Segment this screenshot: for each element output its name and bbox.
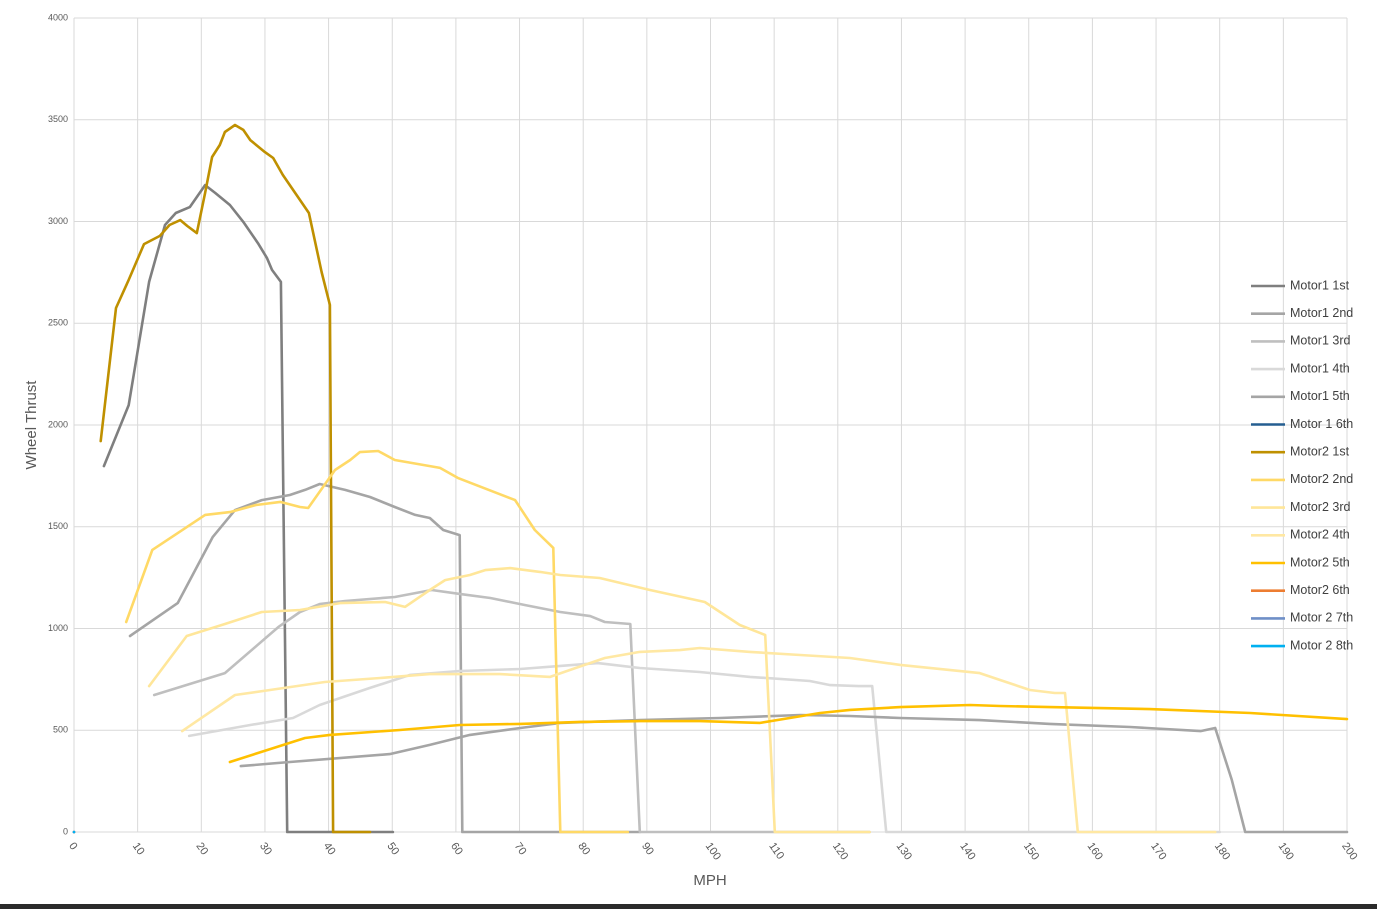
series-line — [239, 713, 1349, 834]
x-tick-label: 40 — [321, 841, 338, 858]
series-line — [128, 482, 642, 834]
y-axis-title: Wheel Thrust — [23, 380, 40, 470]
legend-label: Motor2 1st — [1290, 444, 1350, 458]
legend-label: Motor2 5th — [1290, 555, 1350, 569]
legend-label: Motor2 2nd — [1290, 472, 1353, 486]
legend-label: Motor2 6th — [1290, 583, 1350, 597]
y-tick-label: 500 — [53, 725, 68, 735]
x-tick-label: 80 — [575, 841, 592, 858]
legend-label: Motor 2 7th — [1290, 611, 1353, 625]
bottom-bar — [0, 904, 1377, 909]
labels: 0 500 1000 1500 2000 2500 3000 3500 4000 0 10 20 30 4… — [48, 12, 1360, 862]
x-tick-label: 50 — [384, 841, 401, 858]
y-tick-label: 1500 — [48, 521, 68, 531]
x-tick-label: 140 — [957, 841, 977, 863]
legend-label: Motor2 4th — [1290, 528, 1350, 542]
x-tick-label: 120 — [830, 841, 850, 863]
y-tick-label: 0 — [63, 826, 68, 836]
series-line — [124, 449, 630, 834]
grid — [73, 17, 1348, 833]
x-axis-title: MPH — [693, 872, 726, 889]
y-tick-label: 4000 — [48, 12, 68, 22]
legend-label: Motor1 2nd — [1290, 306, 1353, 320]
series-line — [147, 566, 871, 834]
y-tick-label: 2500 — [48, 318, 68, 328]
x-tick-label: 100 — [703, 841, 723, 863]
y-tick-label: 2000 — [48, 419, 68, 429]
plot-lines — [72, 123, 1349, 834]
legend-label: Motor2 3rd — [1290, 500, 1350, 514]
series-line — [99, 123, 372, 834]
y-tick-label: 3000 — [48, 216, 68, 226]
x-tick-label: 190 — [1276, 841, 1296, 863]
x-tick-label: 90 — [639, 841, 656, 858]
x-tick-label: 30 — [257, 841, 274, 858]
legend-label: Motor1 1st — [1290, 278, 1350, 292]
y-tick-label: 3500 — [48, 114, 68, 124]
x-tick-label: 160 — [1085, 841, 1105, 863]
legend-label: Motor1 3rd — [1290, 334, 1350, 348]
x-tick-label: 10 — [130, 841, 147, 858]
x-tick-label: 70 — [512, 841, 529, 858]
x-tick-label: 180 — [1212, 841, 1232, 863]
y-tick-label: 1000 — [48, 623, 68, 633]
x-tick-label: 110 — [766, 841, 786, 862]
x-tick-label: 0 — [66, 841, 79, 853]
series-line — [228, 703, 1349, 764]
legend-label: Motor1 4th — [1290, 361, 1350, 375]
x-tick-label: 60 — [448, 841, 465, 858]
x-tick-label: 20 — [193, 841, 210, 858]
legend-label: Motor 1 6th — [1290, 417, 1353, 431]
x-tick-label: 130 — [894, 841, 914, 863]
x-tick-label: 150 — [1021, 841, 1041, 863]
x-tick-label: 200 — [1339, 841, 1359, 863]
series-line — [180, 646, 1217, 834]
legend: Motor1 1st Motor1 2nd Motor1 3rd Motor1 4th… — [1251, 278, 1353, 652]
x-tick-label: 170 — [1148, 841, 1168, 863]
series-line — [102, 183, 395, 834]
legend-label: Motor1 5th — [1290, 389, 1350, 403]
legend-label: Motor 2 8th — [1290, 638, 1353, 652]
series-line — [187, 661, 1221, 834]
series-line — [152, 588, 871, 834]
